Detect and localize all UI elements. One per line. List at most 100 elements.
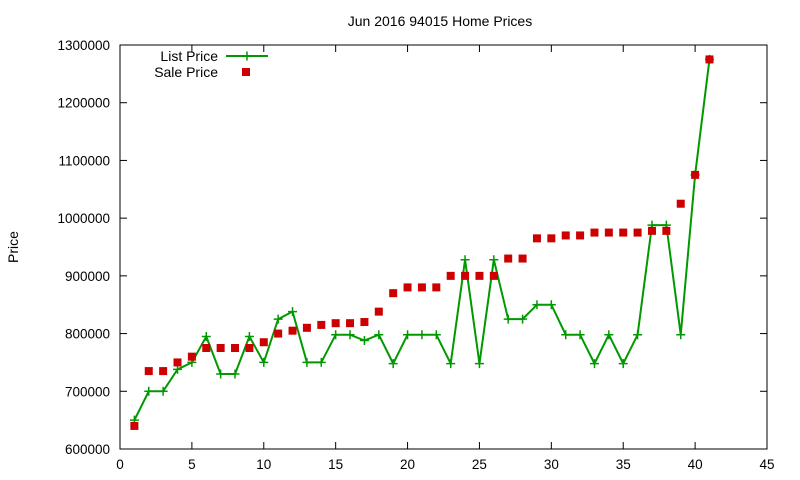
list-price-point <box>302 357 312 367</box>
sale-price-point <box>216 344 225 352</box>
y-tick-label: 1300000 <box>57 38 110 53</box>
sale-price-point <box>705 55 714 64</box>
list-price-point <box>216 369 226 379</box>
sale-price-point <box>461 271 470 280</box>
sale-price-point <box>374 307 383 316</box>
list-price-point <box>201 331 211 341</box>
list-price-point <box>388 359 398 369</box>
y-tick-label: 700000 <box>65 384 110 399</box>
list-price-point <box>561 330 571 340</box>
sale-price-point <box>173 358 182 367</box>
sale-price-point <box>590 228 599 237</box>
list-price-point <box>273 314 283 324</box>
sale-price-point <box>403 283 412 292</box>
sale-price-point <box>259 338 268 347</box>
sale-price-point <box>245 344 254 352</box>
y-tick-label: 800000 <box>65 327 110 342</box>
axes: 0 5 10 15 20 25 30 35 40 45 600000 700000 800000 9000… <box>57 38 774 472</box>
y-tick-label: 1100000 <box>58 153 110 168</box>
y-tick-label: 1000000 <box>57 211 110 226</box>
list-price-point <box>503 314 513 324</box>
sale-price-point <box>432 283 441 292</box>
list-price-point <box>316 357 326 367</box>
list-price-point <box>374 330 384 340</box>
x-tick-label: 10 <box>256 457 271 472</box>
list-price-point <box>417 330 427 340</box>
sale-price-point <box>518 254 527 263</box>
sale-price-point <box>302 323 311 332</box>
list-price-point <box>158 386 168 396</box>
list-price-point <box>403 330 413 340</box>
x-tick-label: 0 <box>116 457 124 472</box>
x-tick-label: 25 <box>472 457 487 472</box>
x-tick-label: 40 <box>688 457 703 472</box>
sale-price-point <box>619 228 628 237</box>
sale-price-point <box>604 228 613 237</box>
x-tick-label: 5 <box>188 457 196 472</box>
sale-price-point <box>202 344 211 352</box>
sale-price-point <box>187 352 196 361</box>
list-price-point <box>259 357 269 367</box>
legend-label-sale-price: Sale Price <box>154 64 218 80</box>
x-tick-label: 15 <box>328 457 343 472</box>
list-price-point <box>446 359 456 369</box>
sale-price-point <box>360 318 369 327</box>
sale-price-point <box>231 344 240 352</box>
list-price-point <box>589 359 599 369</box>
list-price-point <box>489 255 499 265</box>
list-price-point <box>474 359 484 369</box>
y-tick-label: 1200000 <box>57 96 110 111</box>
y-axis-label: Price <box>5 231 21 263</box>
list-price-point <box>460 255 470 265</box>
sale-price-point <box>633 228 642 237</box>
list-price-point <box>144 386 154 396</box>
sale-price-point <box>561 231 570 240</box>
legend-label-list-price: List Price <box>160 48 218 64</box>
list-price-point <box>633 330 643 340</box>
sale-price-point <box>159 367 168 376</box>
sale-price-point <box>389 289 398 298</box>
sale-price-point <box>532 234 541 243</box>
sale-price-point <box>647 226 656 235</box>
list-price-point <box>676 330 686 340</box>
sale-price-point <box>475 271 484 280</box>
list-price-point <box>359 335 369 345</box>
sale-price-point <box>662 226 671 235</box>
y-tick-label: 600000 <box>65 442 110 457</box>
list-price-point <box>244 331 254 341</box>
list-price-point <box>532 300 542 310</box>
list-price-point <box>230 369 240 379</box>
sale-price-point <box>489 271 498 280</box>
list-price-point <box>518 314 528 324</box>
list-price-point <box>618 359 628 369</box>
plot-frame <box>119 44 768 450</box>
list-price-point <box>431 330 441 340</box>
sale-price-point <box>504 254 513 263</box>
list-price-point <box>546 300 556 310</box>
x-tick-label: 30 <box>544 457 559 472</box>
legend-square-sample <box>242 68 250 76</box>
sale-price-point <box>274 329 283 338</box>
list-price-point <box>331 330 341 340</box>
sale-price-point <box>346 319 355 328</box>
sale-price-point <box>576 231 585 240</box>
x-tick-label: 35 <box>616 457 631 472</box>
y-tick-label: 900000 <box>65 269 110 284</box>
sale-price-point <box>691 170 700 179</box>
sale-price-point <box>446 271 455 280</box>
list-price-series <box>129 54 714 425</box>
sale-price-point <box>130 421 139 430</box>
legend: List Price Sale Price <box>154 48 268 80</box>
sale-price-point <box>331 319 340 328</box>
chart-title: Jun 2016 94015 Home Prices <box>348 13 532 29</box>
list-price-point <box>575 330 585 340</box>
sale-price-point <box>144 367 153 376</box>
sale-price-point <box>547 234 556 243</box>
list-price-point <box>604 330 614 340</box>
x-tick-label: 20 <box>400 457 415 472</box>
sale-price-point <box>676 199 685 208</box>
sale-price-point <box>317 320 326 329</box>
sale-price-point <box>288 326 297 335</box>
list-price-point <box>288 307 298 317</box>
